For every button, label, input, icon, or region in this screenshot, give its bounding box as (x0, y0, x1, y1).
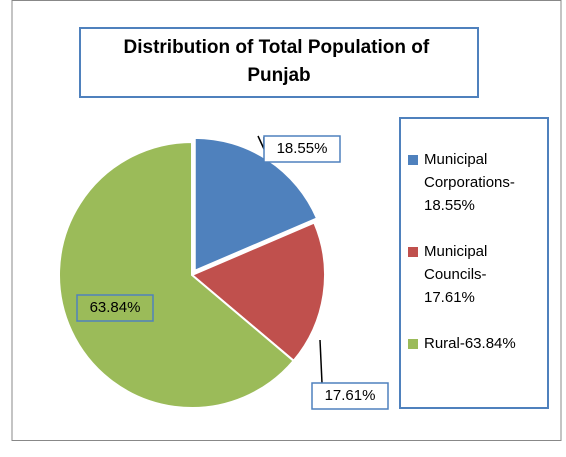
data-label: 18.55% (277, 140, 328, 157)
chart-title: Distribution of Total Population of Punj… (124, 37, 435, 86)
leader-line (319, 339, 323, 384)
data-label-box (76, 294, 154, 322)
legend-swatch (408, 155, 418, 165)
legend-label: Municipal Councils-17.61% (424, 243, 492, 306)
legend-label: Rural-63.84% (424, 335, 516, 352)
data-label-box (263, 135, 341, 163)
title-box (79, 27, 479, 98)
data-label: 17.61% (325, 387, 376, 404)
legend-swatch (408, 339, 418, 349)
data-label-box (311, 382, 389, 410)
data-label: 63.84% (90, 299, 141, 316)
pie-slice (190, 221, 326, 363)
pie-slice (58, 140, 296, 409)
legend-box (399, 117, 549, 409)
legend-swatch (408, 247, 418, 257)
legend-label: Municipal Corporations-18.55% (424, 151, 515, 214)
